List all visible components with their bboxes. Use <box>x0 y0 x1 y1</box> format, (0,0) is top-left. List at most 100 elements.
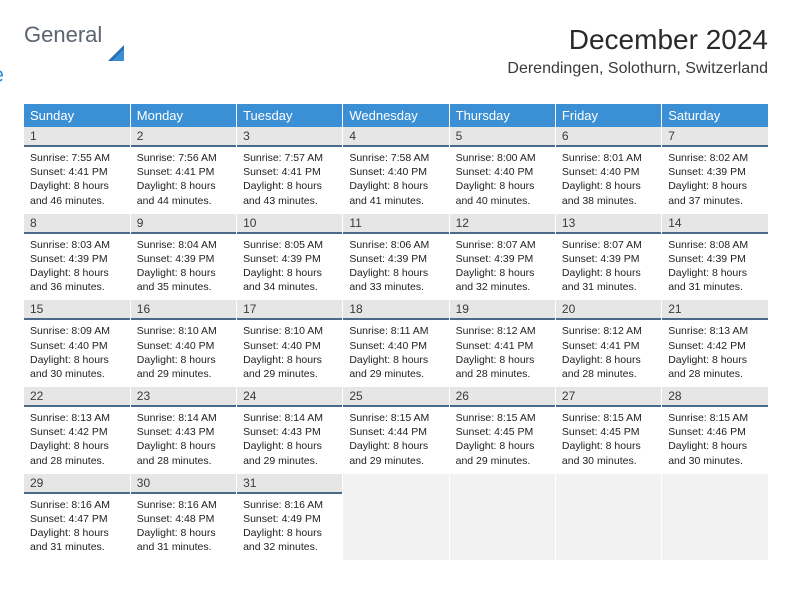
sunset-line: Sunset: 4:49 PM <box>243 512 336 526</box>
calendar-day-cell: 12Sunrise: 8:07 AMSunset: 4:39 PMDayligh… <box>449 214 555 301</box>
calendar-empty-cell <box>343 474 449 561</box>
sunrise-line: Sunrise: 8:02 AM <box>668 151 762 165</box>
sunrise-line: Sunrise: 8:04 AM <box>137 238 230 252</box>
daylight-line: Daylight: 8 hours and 28 minutes. <box>456 353 549 381</box>
day-number: 28 <box>662 387 768 407</box>
sunset-line: Sunset: 4:48 PM <box>137 512 230 526</box>
daylight-line: Daylight: 8 hours and 32 minutes. <box>243 526 336 554</box>
weekday-header: Wednesday <box>343 104 449 127</box>
day-details: Sunrise: 8:07 AMSunset: 4:39 PMDaylight:… <box>450 234 555 301</box>
weekday-header-row: SundayMondayTuesdayWednesdayThursdayFrid… <box>24 104 768 127</box>
day-number: 22 <box>24 387 130 407</box>
sunset-line: Sunset: 4:45 PM <box>456 425 549 439</box>
daylight-line: Daylight: 8 hours and 29 minutes. <box>456 439 549 467</box>
calendar-day-cell: 18Sunrise: 8:11 AMSunset: 4:40 PMDayligh… <box>343 300 449 387</box>
weekday-header: Friday <box>555 104 661 127</box>
day-details: Sunrise: 8:05 AMSunset: 4:39 PMDaylight:… <box>237 234 342 301</box>
day-number: 9 <box>131 214 236 234</box>
day-details: Sunrise: 7:56 AMSunset: 4:41 PMDaylight:… <box>131 147 236 214</box>
sunrise-line: Sunrise: 8:10 AM <box>137 324 230 338</box>
daylight-line: Daylight: 8 hours and 37 minutes. <box>668 179 762 207</box>
sunrise-line: Sunrise: 8:14 AM <box>137 411 230 425</box>
day-details: Sunrise: 8:01 AMSunset: 4:40 PMDaylight:… <box>556 147 661 214</box>
calendar-day-cell: 14Sunrise: 8:08 AMSunset: 4:39 PMDayligh… <box>662 214 768 301</box>
day-number: 30 <box>131 474 236 494</box>
calendar-week-row: 8Sunrise: 8:03 AMSunset: 4:39 PMDaylight… <box>24 214 768 301</box>
sunrise-line: Sunrise: 7:56 AM <box>137 151 230 165</box>
calendar-day-cell: 2Sunrise: 7:56 AMSunset: 4:41 PMDaylight… <box>130 127 236 214</box>
calendar-day-cell: 5Sunrise: 8:00 AMSunset: 4:40 PMDaylight… <box>449 127 555 214</box>
day-number: 2 <box>131 127 236 147</box>
day-details: Sunrise: 8:14 AMSunset: 4:43 PMDaylight:… <box>131 407 236 474</box>
day-details: Sunrise: 8:03 AMSunset: 4:39 PMDaylight:… <box>24 234 130 301</box>
page-title: December 2024 <box>507 24 768 56</box>
day-number: 7 <box>662 127 768 147</box>
daylight-line: Daylight: 8 hours and 31 minutes. <box>137 526 230 554</box>
sunset-line: Sunset: 4:39 PM <box>243 252 336 266</box>
day-details: Sunrise: 8:04 AMSunset: 4:39 PMDaylight:… <box>131 234 236 301</box>
day-number: 14 <box>662 214 768 234</box>
sunset-line: Sunset: 4:40 PM <box>349 165 442 179</box>
weekday-header: Tuesday <box>237 104 343 127</box>
sunrise-line: Sunrise: 8:13 AM <box>30 411 124 425</box>
sunrise-line: Sunrise: 8:15 AM <box>668 411 762 425</box>
day-details: Sunrise: 8:13 AMSunset: 4:42 PMDaylight:… <box>662 320 768 387</box>
sunset-line: Sunset: 4:40 PM <box>137 339 230 353</box>
sunset-line: Sunset: 4:40 PM <box>30 339 124 353</box>
daylight-line: Daylight: 8 hours and 31 minutes. <box>30 526 124 554</box>
sunrise-line: Sunrise: 8:00 AM <box>456 151 549 165</box>
logo-text-general: General <box>24 24 102 46</box>
sunrise-line: Sunrise: 8:15 AM <box>562 411 655 425</box>
daylight-line: Daylight: 8 hours and 46 minutes. <box>30 179 124 207</box>
calendar-day-cell: 23Sunrise: 8:14 AMSunset: 4:43 PMDayligh… <box>130 387 236 474</box>
header: General Blue December 2024 Derendingen, … <box>24 24 768 86</box>
day-number: 13 <box>556 214 661 234</box>
day-number: 10 <box>237 214 342 234</box>
daylight-line: Daylight: 8 hours and 30 minutes. <box>668 439 762 467</box>
weekday-header: Monday <box>130 104 236 127</box>
day-number: 4 <box>343 127 448 147</box>
day-number: 12 <box>450 214 555 234</box>
daylight-line: Daylight: 8 hours and 40 minutes. <box>456 179 549 207</box>
sunrise-line: Sunrise: 8:12 AM <box>456 324 549 338</box>
sunrise-line: Sunrise: 8:15 AM <box>349 411 442 425</box>
calendar-day-cell: 29Sunrise: 8:16 AMSunset: 4:47 PMDayligh… <box>24 474 130 561</box>
day-number: 24 <box>237 387 342 407</box>
daylight-line: Daylight: 8 hours and 43 minutes. <box>243 179 336 207</box>
sunrise-line: Sunrise: 7:57 AM <box>243 151 336 165</box>
daylight-line: Daylight: 8 hours and 30 minutes. <box>562 439 655 467</box>
sunrise-line: Sunrise: 8:06 AM <box>349 238 442 252</box>
daylight-line: Daylight: 8 hours and 44 minutes. <box>137 179 230 207</box>
day-number: 16 <box>131 300 236 320</box>
daylight-line: Daylight: 8 hours and 28 minutes. <box>30 439 124 467</box>
sunset-line: Sunset: 4:39 PM <box>668 252 762 266</box>
day-number: 6 <box>556 127 661 147</box>
day-details: Sunrise: 8:07 AMSunset: 4:39 PMDaylight:… <box>556 234 661 301</box>
day-details: Sunrise: 8:12 AMSunset: 4:41 PMDaylight:… <box>450 320 555 387</box>
day-number: 1 <box>24 127 130 147</box>
daylight-line: Daylight: 8 hours and 38 minutes. <box>562 179 655 207</box>
calendar-day-cell: 11Sunrise: 8:06 AMSunset: 4:39 PMDayligh… <box>343 214 449 301</box>
sunset-line: Sunset: 4:39 PM <box>349 252 442 266</box>
day-details: Sunrise: 8:15 AMSunset: 4:45 PMDaylight:… <box>450 407 555 474</box>
calendar-day-cell: 31Sunrise: 8:16 AMSunset: 4:49 PMDayligh… <box>237 474 343 561</box>
sunrise-line: Sunrise: 8:11 AM <box>349 324 442 338</box>
sunrise-line: Sunrise: 8:12 AM <box>562 324 655 338</box>
daylight-line: Daylight: 8 hours and 33 minutes. <box>349 266 442 294</box>
calendar-body: 1Sunrise: 7:55 AMSunset: 4:41 PMDaylight… <box>24 127 768 560</box>
sunrise-line: Sunrise: 8:07 AM <box>562 238 655 252</box>
sunrise-line: Sunrise: 8:10 AM <box>243 324 336 338</box>
sunset-line: Sunset: 4:39 PM <box>668 165 762 179</box>
daylight-line: Daylight: 8 hours and 28 minutes. <box>562 353 655 381</box>
day-details: Sunrise: 8:11 AMSunset: 4:40 PMDaylight:… <box>343 320 448 387</box>
sunset-line: Sunset: 4:41 PM <box>456 339 549 353</box>
calendar-empty-cell <box>449 474 555 561</box>
calendar-empty-cell <box>555 474 661 561</box>
day-number: 17 <box>237 300 342 320</box>
sunset-line: Sunset: 4:40 PM <box>562 165 655 179</box>
day-details: Sunrise: 8:16 AMSunset: 4:49 PMDaylight:… <box>237 494 342 561</box>
calendar-day-cell: 21Sunrise: 8:13 AMSunset: 4:42 PMDayligh… <box>662 300 768 387</box>
calendar-day-cell: 6Sunrise: 8:01 AMSunset: 4:40 PMDaylight… <box>555 127 661 214</box>
sunset-line: Sunset: 4:44 PM <box>349 425 442 439</box>
sunrise-line: Sunrise: 8:15 AM <box>456 411 549 425</box>
